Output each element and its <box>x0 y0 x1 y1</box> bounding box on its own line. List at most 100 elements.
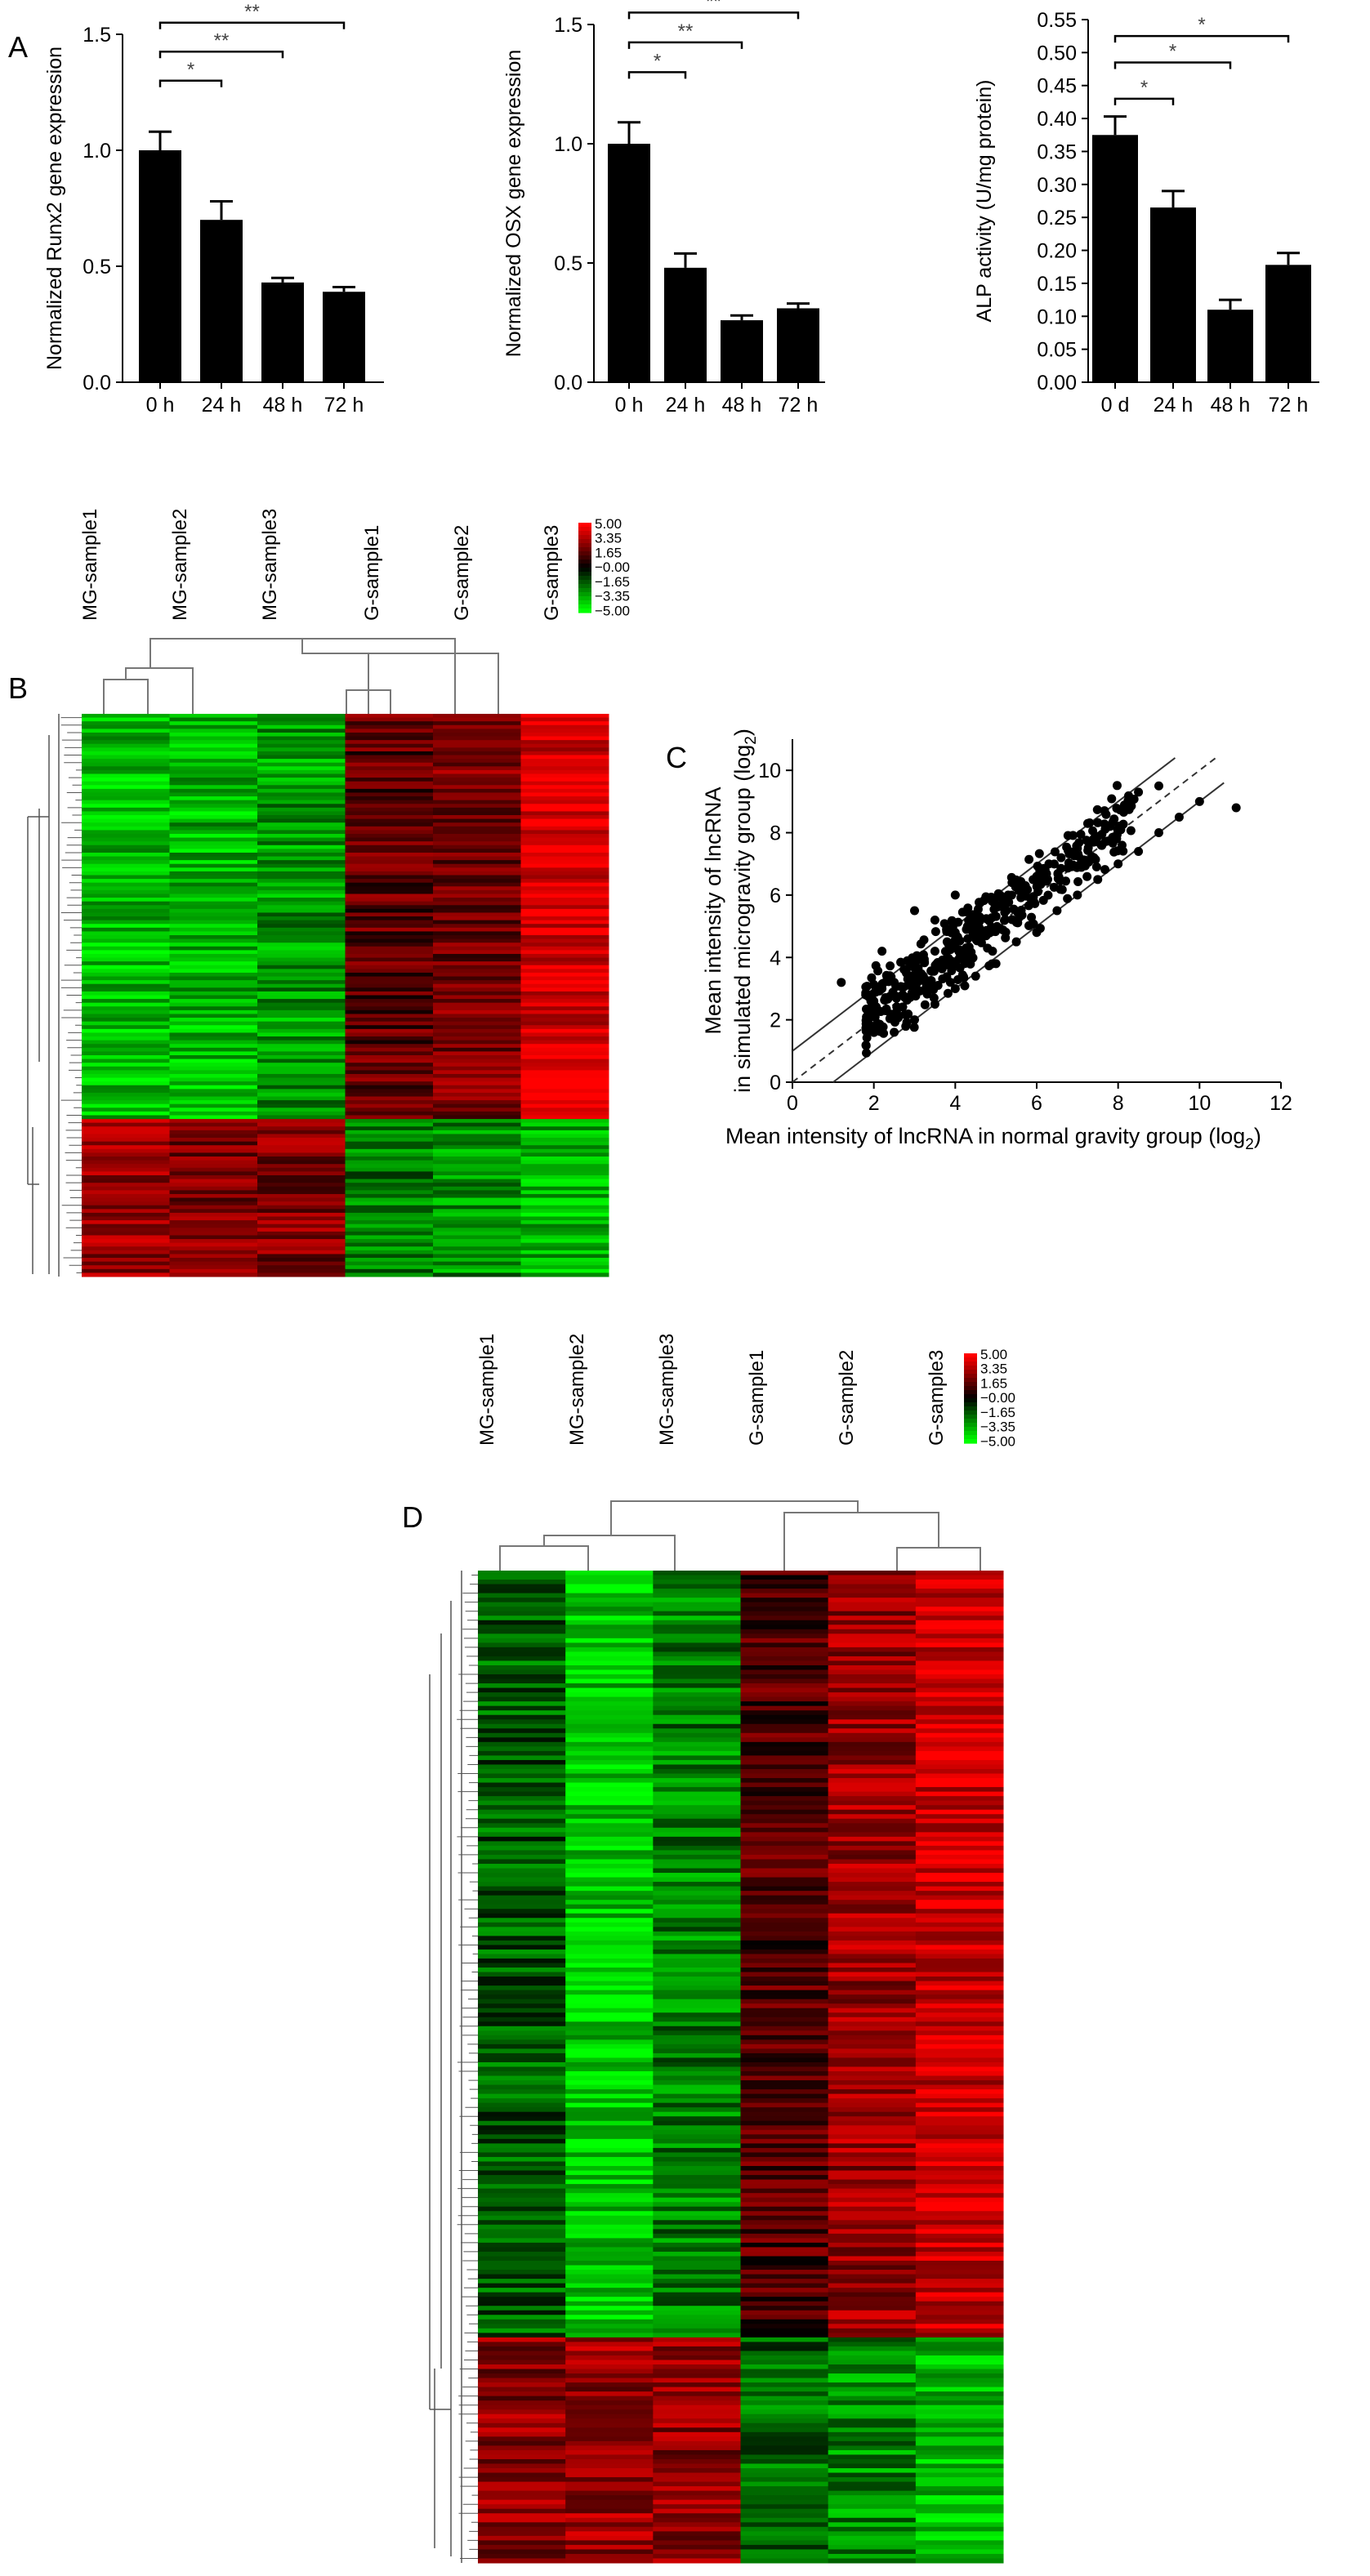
heatmap-cell <box>740 1732 829 1738</box>
heatmap-cell <box>433 1190 521 1195</box>
heatmap-cell <box>653 2220 741 2226</box>
heatmap-cell <box>565 2161 654 2167</box>
heatmap-cell <box>565 1836 654 1842</box>
heatmap-cell <box>740 1624 829 1630</box>
heatmap-cell <box>345 1220 434 1225</box>
heatmap-cell <box>915 1850 1004 1856</box>
heatmap-cell <box>345 1231 434 1236</box>
heatmap-cell <box>257 908 346 913</box>
heatmap-cell <box>520 916 609 921</box>
heatmap-cell <box>345 889 434 894</box>
heatmap-cell <box>433 961 521 966</box>
heatmap-cell <box>169 796 258 801</box>
heatmap-cell <box>520 1122 609 1127</box>
x-tick-label: 6 <box>1031 1092 1042 1115</box>
heatmap-cell <box>740 1922 829 1928</box>
heatmap-cell <box>915 2535 1004 2541</box>
heatmap-cell <box>828 1669 917 1675</box>
heatmap-cell <box>478 1877 566 1883</box>
heatmap-cell <box>82 1258 170 1263</box>
heatmap-cell <box>169 1250 258 1255</box>
heatmap-cell <box>257 721 346 726</box>
heatmap-cell <box>169 1179 258 1183</box>
heatmap-cell <box>345 766 434 771</box>
heatmap-cell <box>653 2531 741 2537</box>
heatmap-cell <box>740 2283 829 2289</box>
scatter-point <box>998 925 1008 935</box>
heatmap-cell <box>565 2175 654 2181</box>
heatmap-cell <box>565 2490 654 2496</box>
heatmap-cell <box>433 804 521 809</box>
heatmap-cell <box>828 2387 917 2392</box>
heatmap-cell <box>345 920 434 925</box>
heatmap-cell <box>169 1119 258 1124</box>
heatmap-cell <box>169 1258 258 1263</box>
heatmap-cell <box>169 1171 258 1176</box>
heatmap-cell <box>478 2490 566 2496</box>
heatmap-cell <box>740 2468 829 2474</box>
heatmap-cell <box>740 1714 829 1720</box>
heatmap-cell <box>169 1002 258 1007</box>
heatmap-cell <box>653 2026 741 2031</box>
x-tick-label: 48 h <box>263 394 303 417</box>
heatmap-cell <box>520 957 609 962</box>
heatmap-cell <box>740 1607 829 1612</box>
heatmap-cell <box>915 1972 1004 1977</box>
heatmap-cell <box>82 980 170 985</box>
heatmap-cell <box>565 2387 654 2392</box>
heatmap-cell <box>433 781 521 786</box>
heatmap-cell <box>82 849 170 853</box>
heatmap-cell <box>828 2549 917 2555</box>
heatmap-cell <box>478 2080 566 2086</box>
heatmap-cell <box>82 1066 170 1071</box>
heatmap-cell <box>740 1981 829 1986</box>
heatmap-cell <box>915 1968 1004 1973</box>
heatmap-cell <box>653 1891 741 1896</box>
heatmap-cell <box>828 1651 917 1657</box>
heatmap-cell <box>915 1714 1004 1720</box>
bar <box>261 282 304 382</box>
heatmap-cell <box>257 1197 346 1202</box>
heatmap-cell <box>565 1638 654 1643</box>
heatmap-cell <box>257 1193 346 1199</box>
heatmap-cell <box>740 2319 829 2324</box>
heatmap-cell <box>565 2202 654 2208</box>
heatmap-cell <box>433 747 521 752</box>
heatmap-cell <box>257 1223 346 1228</box>
heatmap-cell <box>82 856 170 861</box>
heatmap-cell <box>257 898 346 902</box>
heatmap-cell <box>169 1070 258 1075</box>
heatmap-cell <box>345 1021 434 1026</box>
heatmap-cell <box>478 2274 566 2280</box>
heatmap-cell <box>257 807 346 812</box>
heatmap-cell <box>740 2387 829 2392</box>
legend-swatch <box>578 523 591 528</box>
heatmap-cell <box>653 2161 741 2167</box>
heatmap-cell <box>828 2206 917 2212</box>
heatmap-cell <box>169 916 258 921</box>
heatmap-cell <box>915 2098 1004 2104</box>
heatmap-cell <box>915 1732 1004 1738</box>
heatmap-cell <box>345 826 434 831</box>
heatmap-cell <box>478 2021 566 2027</box>
heatmap-cell <box>740 2504 829 2510</box>
heatmap-cell <box>478 2333 566 2338</box>
heatmap-cell <box>478 2211 566 2217</box>
heatmap-cell <box>82 969 170 974</box>
heatmap-cell <box>478 2030 566 2036</box>
heatmap-cell <box>478 2346 566 2351</box>
scatter-point <box>1011 937 1021 947</box>
heatmap-cell <box>653 2391 741 2397</box>
heatmap-cell <box>740 1705 829 1711</box>
heatmap-cell <box>740 1845 829 1851</box>
heatmap-cell <box>257 983 346 988</box>
heatmap-cell <box>169 953 258 959</box>
heatmap-cell <box>828 2540 917 2546</box>
heatmap-cell <box>653 2431 741 2437</box>
column-label: MG-sample2 <box>169 509 191 621</box>
heatmap-cell <box>653 2116 741 2122</box>
heatmap-cell <box>915 2220 1004 2226</box>
heatmap-cell <box>653 2048 741 2054</box>
heatmap-cell <box>740 1936 829 1941</box>
heatmap-cell <box>828 1922 917 1928</box>
